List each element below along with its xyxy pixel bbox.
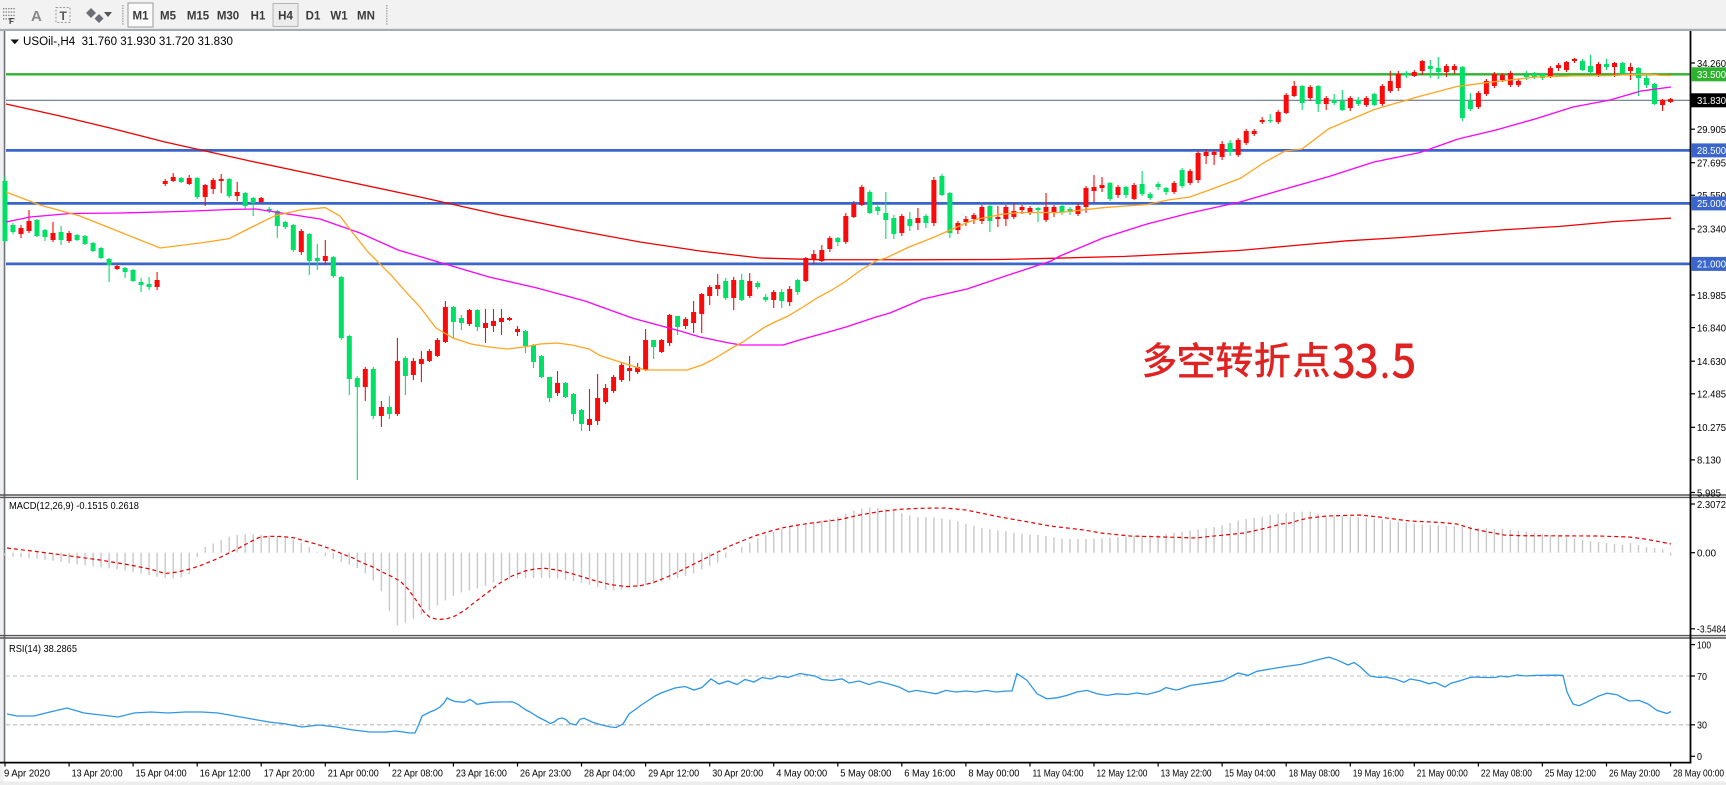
svg-text:MACD(12,26,9) -0.1515 0.2618: MACD(12,26,9) -0.1515 0.2618 (9, 500, 139, 512)
svg-text:10.275: 10.275 (1697, 422, 1726, 434)
svg-text:30 Apr 20:00: 30 Apr 20:00 (712, 768, 763, 780)
svg-text:-3.5484: -3.5484 (1697, 624, 1726, 636)
svg-text:21.000: 21.000 (1697, 259, 1726, 271)
svg-text:70: 70 (1697, 671, 1707, 683)
svg-text:25 May 12:00: 25 May 12:00 (1545, 768, 1596, 780)
svg-text:D1: D1 (306, 11, 321, 23)
svg-text:31.830: 31.830 (1697, 95, 1726, 107)
svg-text:15 May 04:00: 15 May 04:00 (1225, 768, 1276, 780)
svg-text:13 Apr 20:00: 13 Apr 20:00 (72, 768, 123, 780)
svg-text:16.840: 16.840 (1697, 322, 1726, 334)
svg-text:0: 0 (1697, 751, 1702, 763)
svg-text:29.905: 29.905 (1697, 124, 1726, 136)
svg-text:6 May 16:00: 6 May 16:00 (904, 768, 955, 780)
svg-text:28.500: 28.500 (1697, 145, 1726, 157)
svg-text:30: 30 (1697, 720, 1707, 732)
svg-text:12.485: 12.485 (1697, 389, 1726, 401)
svg-text:25.000: 25.000 (1697, 198, 1726, 210)
svg-text:MN: MN (357, 11, 375, 23)
svg-text:M1: M1 (133, 11, 150, 23)
svg-text:M15: M15 (187, 11, 210, 23)
svg-text:26 May 20:00: 26 May 20:00 (1609, 768, 1660, 780)
svg-text:5 May 08:00: 5 May 08:00 (840, 768, 891, 780)
svg-text:11 May 04:00: 11 May 04:00 (1033, 768, 1084, 780)
svg-text:21 May 00:00: 21 May 00:00 (1417, 768, 1468, 780)
svg-text:18.985: 18.985 (1697, 290, 1726, 302)
svg-text:12 May 12:00: 12 May 12:00 (1097, 768, 1148, 780)
svg-text:28 May 00:00: 28 May 00:00 (1673, 768, 1724, 780)
svg-text:M30: M30 (217, 11, 239, 23)
svg-text:T: T (60, 9, 68, 23)
svg-text:29 Apr 12:00: 29 Apr 12:00 (648, 768, 699, 780)
svg-text:M5: M5 (160, 11, 177, 23)
svg-text:23 Apr 16:00: 23 Apr 16:00 (456, 768, 507, 780)
svg-text:USOil-,H4 31.760 31.930 31.72: USOil-,H4 31.760 31.930 31.720 31.830 (23, 36, 233, 48)
svg-text:2.3072: 2.3072 (1697, 499, 1726, 511)
svg-text:15 Apr 04:00: 15 Apr 04:00 (136, 768, 187, 780)
svg-text:33.500: 33.500 (1697, 69, 1726, 81)
svg-text:100: 100 (1697, 639, 1711, 651)
svg-text:9 Apr 2020: 9 Apr 2020 (4, 768, 50, 780)
svg-text:RSI(14) 38.2865: RSI(14) 38.2865 (9, 643, 77, 655)
svg-text:H1: H1 (251, 11, 266, 23)
svg-text:18 May 08:00: 18 May 08:00 (1289, 768, 1340, 780)
svg-text:16 Apr 12:00: 16 Apr 12:00 (200, 768, 251, 780)
svg-text:17 Apr 20:00: 17 Apr 20:00 (264, 768, 315, 780)
svg-text:W1: W1 (330, 11, 348, 23)
svg-text:27.695: 27.695 (1697, 158, 1726, 170)
svg-text:8.130: 8.130 (1697, 455, 1721, 467)
svg-text:0.00: 0.00 (1697, 548, 1716, 560)
svg-text:22 May 08:00: 22 May 08:00 (1481, 768, 1532, 780)
svg-text:F: F (9, 17, 14, 26)
svg-text:H4: H4 (278, 11, 293, 23)
svg-text:28 Apr 04:00: 28 Apr 04:00 (584, 768, 635, 780)
svg-text:19 May 16:00: 19 May 16:00 (1353, 768, 1404, 780)
svg-text:A: A (31, 8, 42, 25)
svg-text:21 Apr 00:00: 21 Apr 00:00 (328, 768, 379, 780)
svg-text:22 Apr 08:00: 22 Apr 08:00 (392, 768, 443, 780)
svg-text:4 May 00:00: 4 May 00:00 (776, 768, 827, 780)
svg-text:26 Apr 23:00: 26 Apr 23:00 (520, 768, 571, 780)
svg-text:14.630: 14.630 (1697, 356, 1726, 368)
svg-text:5.985: 5.985 (1697, 487, 1721, 499)
svg-text:8 May 00:00: 8 May 00:00 (968, 768, 1019, 780)
svg-text:23.340: 23.340 (1697, 224, 1726, 236)
svg-text:13 May 22:00: 13 May 22:00 (1161, 768, 1212, 780)
svg-text:34.260: 34.260 (1697, 58, 1726, 70)
